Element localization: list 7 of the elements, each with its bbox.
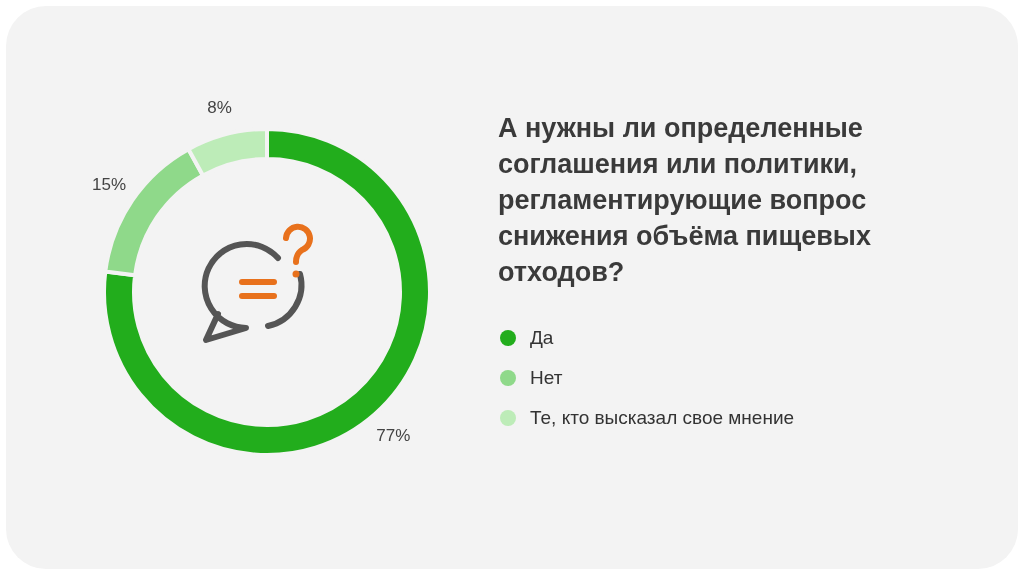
legend-label: Да	[530, 327, 554, 349]
data-label: 15%	[92, 175, 127, 195]
data-label: 8%	[207, 97, 232, 117]
legend-label: Нет	[530, 367, 563, 389]
legend-label: Те, кто высказал свое мнение	[530, 407, 795, 429]
data-label: 77%	[376, 425, 411, 445]
text: А нужны ли определенные соглашения или политики, регламентирующие вопрос снижения объёма пищевых отходов?	[498, 112, 872, 289]
